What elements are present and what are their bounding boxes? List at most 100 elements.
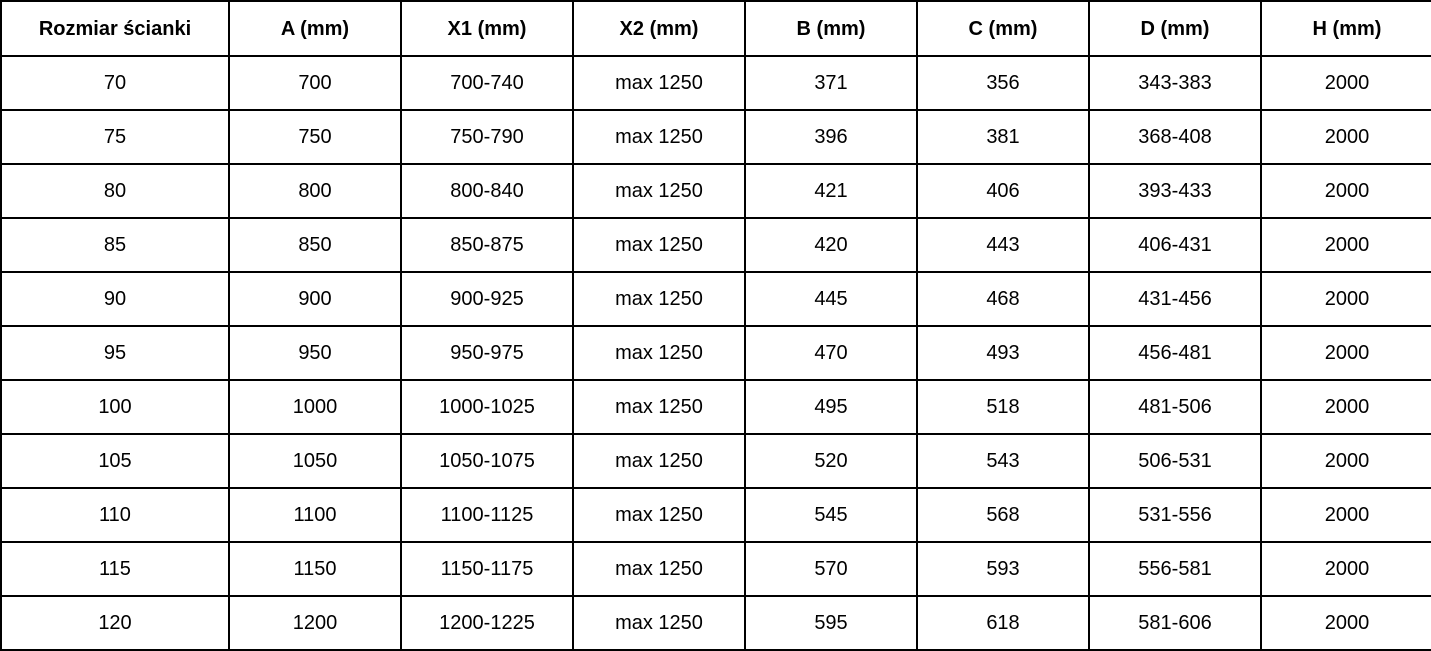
table-cell: 2000 xyxy=(1260,433,1431,489)
table-cell: 406 xyxy=(916,163,1090,219)
table-cell: 2000 xyxy=(1260,379,1431,435)
table-cell: 371 xyxy=(744,55,918,111)
table-cell: max 1250 xyxy=(572,55,746,111)
table-cell: 593 xyxy=(916,541,1090,597)
table-cell: 393-433 xyxy=(1088,163,1262,219)
table-cell: 2000 xyxy=(1260,217,1431,273)
table-cell: 900 xyxy=(228,271,402,327)
table-cell: 800 xyxy=(228,163,402,219)
table-row: 70 700 700-740 max 1250 371 356 343-383 2000 xyxy=(0,55,1431,111)
table-cell: 700-740 xyxy=(400,55,574,111)
table-cell: 1100-1125 xyxy=(400,487,574,543)
table-cell: 750-790 xyxy=(400,109,574,165)
table-cell: max 1250 xyxy=(572,487,746,543)
table-cell: 95 xyxy=(0,325,230,381)
table-cell: 468 xyxy=(916,271,1090,327)
table-cell: max 1250 xyxy=(572,109,746,165)
table-cell: 700 xyxy=(228,55,402,111)
table-cell: 850 xyxy=(228,217,402,273)
table-cell: 356 xyxy=(916,55,1090,111)
table-cell: 1050 xyxy=(228,433,402,489)
table-cell: max 1250 xyxy=(572,433,746,489)
table-row: 100 1000 1000-1025 max 1250 495 518 481-506 200… xyxy=(0,379,1431,435)
table-cell: max 1250 xyxy=(572,541,746,597)
table-cell: 1200-1225 xyxy=(400,595,574,651)
table-cell: max 1250 xyxy=(572,217,746,273)
table-cell: 568 xyxy=(916,487,1090,543)
table-row: 90 900 900-925 max 1250 445 468 431-456 2000 xyxy=(0,271,1431,327)
table-cell: 1000-1025 xyxy=(400,379,574,435)
table-cell: 556-581 xyxy=(1088,541,1262,597)
table-cell: max 1250 xyxy=(572,163,746,219)
table-body: 70 700 700-740 max 1250 371 356 343-383 2000 75 7… xyxy=(0,55,1431,651)
table-cell: 443 xyxy=(916,217,1090,273)
table-cell: 850-875 xyxy=(400,217,574,273)
table-cell: 1150 xyxy=(228,541,402,597)
table-cell: 445 xyxy=(744,271,918,327)
table-cell: 1150-1175 xyxy=(400,541,574,597)
table-row: 120 1200 1200-1225 max 1250 595 618 581-606 200… xyxy=(0,595,1431,651)
table-cell: 531-556 xyxy=(1088,487,1262,543)
column-header: Rozmiar ścianki xyxy=(0,0,230,57)
table-cell: 2000 xyxy=(1260,487,1431,543)
header-row: Rozmiar ścianki A (mm) X1 (mm) X2 (mm) B (mm… xyxy=(0,0,1431,57)
table-cell: 518 xyxy=(916,379,1090,435)
table-cell: 520 xyxy=(744,433,918,489)
table-cell: 506-531 xyxy=(1088,433,1262,489)
table-cell: 543 xyxy=(916,433,1090,489)
table-row: 105 1050 1050-1075 max 1250 520 543 506-531 200… xyxy=(0,433,1431,489)
table-cell: max 1250 xyxy=(572,379,746,435)
table-cell: 2000 xyxy=(1260,109,1431,165)
table-cell: 495 xyxy=(744,379,918,435)
table-cell: 110 xyxy=(0,487,230,543)
table-cell: 1100 xyxy=(228,487,402,543)
table-cell: 1050-1075 xyxy=(400,433,574,489)
table-cell: 570 xyxy=(744,541,918,597)
table-cell: 595 xyxy=(744,595,918,651)
table-cell: 493 xyxy=(916,325,1090,381)
table-cell: 75 xyxy=(0,109,230,165)
table-cell: 105 xyxy=(0,433,230,489)
table-cell: 421 xyxy=(744,163,918,219)
table-row: 95 950 950-975 max 1250 470 493 456-481 2000 xyxy=(0,325,1431,381)
table-cell: 368-408 xyxy=(1088,109,1262,165)
table-cell: 85 xyxy=(0,217,230,273)
table-cell: 481-506 xyxy=(1088,379,1262,435)
table-cell: 2000 xyxy=(1260,325,1431,381)
table-cell: 2000 xyxy=(1260,163,1431,219)
table-cell: 2000 xyxy=(1260,541,1431,597)
column-header: H (mm) xyxy=(1260,0,1431,57)
table-cell: 470 xyxy=(744,325,918,381)
column-header: C (mm) xyxy=(916,0,1090,57)
column-header: X2 (mm) xyxy=(572,0,746,57)
column-header: B (mm) xyxy=(744,0,918,57)
table-cell: 750 xyxy=(228,109,402,165)
table-cell: 456-481 xyxy=(1088,325,1262,381)
table-cell: max 1250 xyxy=(572,271,746,327)
table-row: 80 800 800-840 max 1250 421 406 393-433 2000 xyxy=(0,163,1431,219)
table-cell: 115 xyxy=(0,541,230,597)
column-header: D (mm) xyxy=(1088,0,1262,57)
table-cell: 800-840 xyxy=(400,163,574,219)
table-cell: 406-431 xyxy=(1088,217,1262,273)
table-cell: 950-975 xyxy=(400,325,574,381)
table-cell: 80 xyxy=(0,163,230,219)
table-cell: 1000 xyxy=(228,379,402,435)
column-header: A (mm) xyxy=(228,0,402,57)
table-cell: 120 xyxy=(0,595,230,651)
table-cell: 343-383 xyxy=(1088,55,1262,111)
table-cell: 1200 xyxy=(228,595,402,651)
table-cell: 618 xyxy=(916,595,1090,651)
table-cell: 545 xyxy=(744,487,918,543)
table-cell: 431-456 xyxy=(1088,271,1262,327)
table-cell: 581-606 xyxy=(1088,595,1262,651)
table-cell: 90 xyxy=(0,271,230,327)
table-row: 110 1100 1100-1125 max 1250 545 568 531-556 200… xyxy=(0,487,1431,543)
table-cell: 2000 xyxy=(1260,271,1431,327)
table-cell: 2000 xyxy=(1260,595,1431,651)
table-cell: 900-925 xyxy=(400,271,574,327)
table-row: 75 750 750-790 max 1250 396 381 368-408 2000 xyxy=(0,109,1431,165)
table-cell: max 1250 xyxy=(572,595,746,651)
